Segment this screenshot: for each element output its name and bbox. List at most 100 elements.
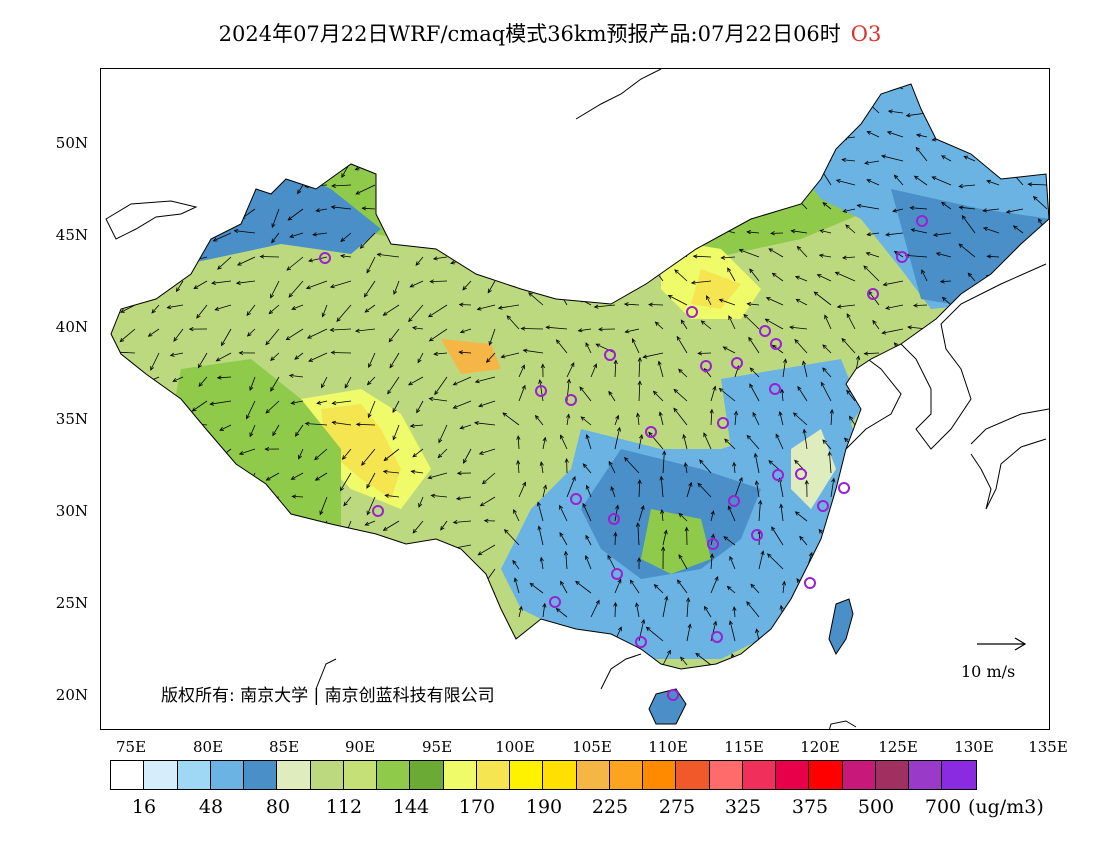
wind-vector <box>710 576 719 594</box>
wind-vector-head <box>149 120 154 126</box>
wind-vector <box>340 255 352 258</box>
wind-vector-head <box>640 505 645 510</box>
wind-vector-head <box>428 396 434 402</box>
wind-vector-head <box>520 326 526 331</box>
wind-vector <box>630 579 640 594</box>
wind-vector-head <box>651 200 657 206</box>
wind-vector-head <box>177 219 182 225</box>
wind-vector <box>412 543 424 546</box>
wind-vector-head <box>499 159 505 164</box>
wind-vector <box>913 674 927 689</box>
wind-vector-head <box>580 108 586 112</box>
wind-vector <box>649 111 664 114</box>
wind-vector <box>829 451 832 474</box>
wind-vector-head <box>943 407 948 413</box>
wind-vector-head <box>364 521 370 526</box>
wind-vector-head <box>273 670 276 674</box>
wind-vector <box>111 256 112 270</box>
wind-vector <box>189 568 208 580</box>
wind-vector <box>921 269 928 282</box>
legend-tick-label: 325 <box>724 796 762 818</box>
wind-vector-head <box>794 275 800 280</box>
wind-vector <box>431 495 448 498</box>
wind-vector-head <box>147 717 151 720</box>
wind-vector-head <box>265 476 271 481</box>
wind-vector-head <box>647 137 653 142</box>
wind-vector <box>246 304 256 316</box>
wind-vector-head <box>340 254 345 259</box>
wind-vector-head <box>503 675 507 679</box>
wind-vector-head <box>803 697 806 701</box>
wind-vector-head <box>1022 671 1026 675</box>
wind-vector-head <box>664 595 669 601</box>
wind-vector <box>513 509 520 522</box>
legend-swatch <box>676 761 710 789</box>
wind-vector <box>902 482 908 498</box>
wind-vector-head <box>582 502 587 508</box>
wind-vector <box>796 156 808 162</box>
wind-vector <box>581 267 592 282</box>
wind-vector <box>247 328 256 337</box>
wind-vector-head <box>291 494 297 499</box>
wind-vector-head <box>432 186 438 191</box>
wind-vector-head <box>950 484 955 490</box>
wind-vector <box>168 472 184 482</box>
wind-vector-head <box>940 155 946 160</box>
wind-vector-head <box>818 528 823 534</box>
wind-vector-head <box>870 487 875 492</box>
wind-vector <box>768 698 783 713</box>
wind-vector <box>453 520 472 523</box>
wind-vector <box>748 84 760 90</box>
wind-vector <box>142 400 160 404</box>
wind-vector-head <box>433 95 438 100</box>
wind-vector <box>793 412 808 426</box>
wind-vector <box>863 265 880 282</box>
wind-vector <box>950 527 955 546</box>
wind-vector <box>153 184 160 201</box>
wind-vector <box>772 272 784 282</box>
wind-vector <box>655 321 664 330</box>
wind-vector <box>151 304 160 314</box>
wind-vector-head <box>648 431 653 437</box>
wind-vector-head <box>393 193 398 199</box>
wind-vector-head <box>144 603 150 608</box>
wind-vector-head <box>802 428 807 434</box>
wind-vector-head <box>1019 498 1024 504</box>
wind-vector <box>120 304 136 313</box>
wind-vector-head <box>191 407 197 412</box>
wind-vector-head <box>935 252 941 257</box>
wind-vector <box>793 84 808 90</box>
wind-vector <box>1025 304 1048 308</box>
wind-vector-head <box>437 666 442 669</box>
wind-vector <box>813 105 832 114</box>
wind-vector <box>1031 579 1048 594</box>
wind-vector <box>1039 341 1048 354</box>
wind-vector-head <box>794 77 798 81</box>
wind-vector-head <box>1035 153 1041 158</box>
wind-vector-head <box>120 522 126 527</box>
wind-vector-head <box>598 109 604 114</box>
wind-vector <box>845 224 856 234</box>
wind-vector-head <box>1014 597 1019 603</box>
wind-vector <box>217 256 232 270</box>
wind-vector <box>630 248 640 258</box>
wind-vector-head <box>432 256 438 261</box>
wind-vector-head <box>213 662 219 667</box>
wind-vector <box>711 699 714 713</box>
wind-vector-head <box>799 535 804 541</box>
coastline <box>970 408 1049 445</box>
wind-vector <box>358 544 376 560</box>
wind-vector-head <box>434 390 439 396</box>
wind-vector <box>149 232 160 236</box>
wind-vector-head <box>391 98 396 104</box>
wind-vector <box>1009 107 1024 114</box>
wind-vector <box>723 536 736 546</box>
wind-vector <box>684 462 688 474</box>
wind-vector <box>244 88 256 93</box>
wind-vector <box>752 199 760 210</box>
wind-vector <box>565 551 568 570</box>
wind-vector <box>487 280 496 293</box>
wind-vector-head <box>585 434 590 439</box>
wind-vector <box>542 485 547 498</box>
wind-vector <box>648 304 664 306</box>
